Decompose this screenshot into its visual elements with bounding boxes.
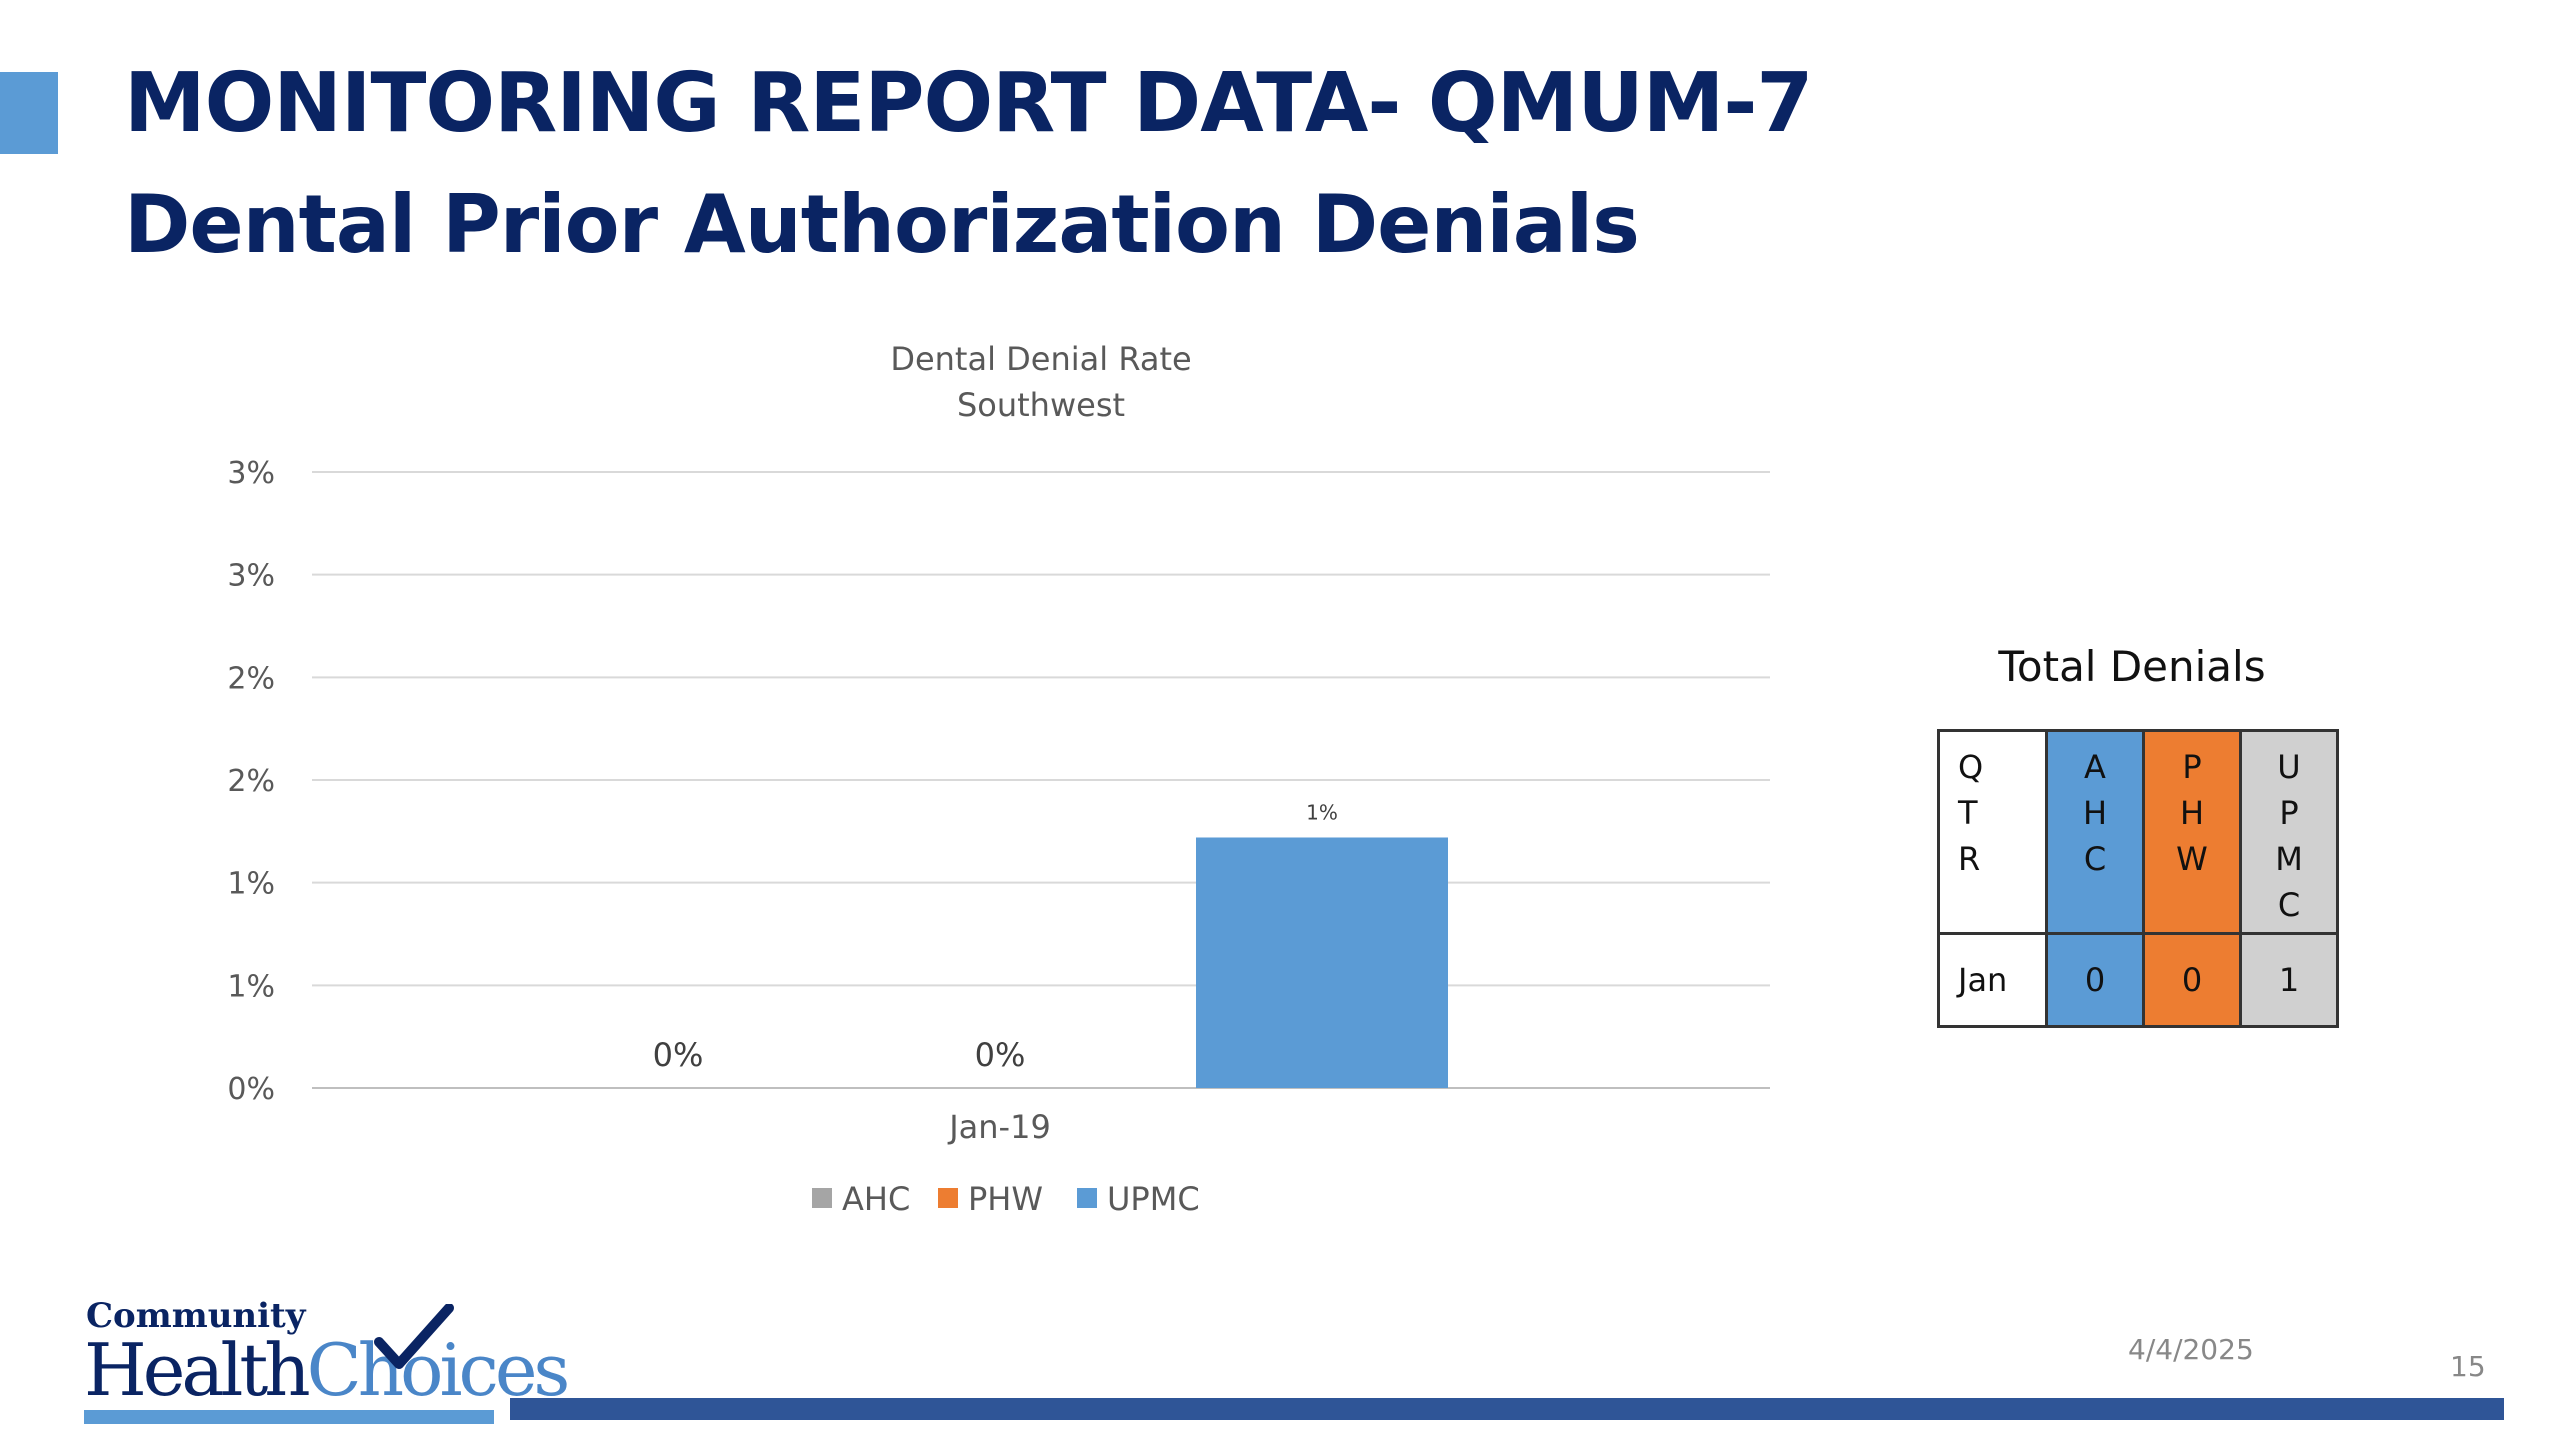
data-label-upmc: 1% <box>1306 800 1338 824</box>
logo-community-text: Community <box>86 1296 306 1336</box>
accent-bar <box>0 72 58 154</box>
checkmark-icon <box>374 1304 454 1369</box>
y-tick-label: 0% <box>227 1072 275 1107</box>
cell-upmc: 1 <box>2239 932 2339 1028</box>
x-tick-label: Jan-19 <box>947 1108 1051 1146</box>
community-healthchoices-logo: Community HealthChoices <box>84 1296 570 1426</box>
total-denials-table: Q T R A H C P H W U P M C Jan 0 0 1 <box>1937 729 2339 1028</box>
legend-label-ahc: AHC <box>842 1180 910 1218</box>
cell-phw: 0 <box>2142 932 2242 1028</box>
legend-label-upmc: UPMC <box>1107 1180 1200 1218</box>
data-label-ahc: 0% <box>653 1036 704 1074</box>
slide-title: MONITORING REPORT DATA- QMUM-7 <box>124 56 1813 151</box>
footer-bar <box>510 1398 2504 1420</box>
header-qtr: Q T R <box>1937 729 2048 935</box>
slide-date: 4/4/2025 <box>2128 1333 2254 1366</box>
chart-canvas: Dental Denial Rate Southwest 0% 1% 1% 2% 2% 3% 3… <box>227 340 1770 1218</box>
bar-upmc <box>1196 837 1448 1088</box>
total-denials-title: Total Denials <box>1998 642 2266 691</box>
y-tick-label: 2% <box>227 764 275 799</box>
legend-swatch-phw <box>938 1188 958 1208</box>
table-header-row: Q T R A H C P H W U P M C <box>1937 729 2339 935</box>
chart-title: Dental Denial Rate <box>890 340 1191 378</box>
y-tick-label: 3% <box>227 456 275 491</box>
header-upmc: U P M C <box>2239 729 2339 935</box>
cell-qtr: Jan <box>1937 932 2048 1028</box>
y-tick-label: 2% <box>227 661 275 696</box>
y-tick-label: 1% <box>227 969 275 1004</box>
logo-underline <box>84 1410 494 1424</box>
header-phw: P H W <box>2142 729 2242 935</box>
legend-label-phw: PHW <box>968 1180 1043 1218</box>
header-ahc: A H C <box>2045 729 2145 935</box>
y-tick-label: 3% <box>227 559 275 594</box>
chart-subtitle: Southwest <box>957 386 1125 424</box>
data-label-phw: 0% <box>975 1036 1026 1074</box>
table-row: Jan 0 0 1 <box>1937 932 2339 1028</box>
logo-healthchoices-text: HealthChoices <box>84 1328 570 1412</box>
dental-denial-rate-chart: Dental Denial Rate Southwest 0% 1% 1% 2% 2% 3% 3… <box>180 320 1800 1240</box>
page-number: 15 <box>2450 1350 2486 1383</box>
slide-subtitle: Dental Prior Authorization Denials <box>124 178 1640 271</box>
cell-ahc: 0 <box>2045 932 2145 1028</box>
legend-swatch-upmc <box>1077 1188 1097 1208</box>
y-tick-label: 1% <box>227 867 275 902</box>
legend-swatch-ahc <box>812 1188 832 1208</box>
